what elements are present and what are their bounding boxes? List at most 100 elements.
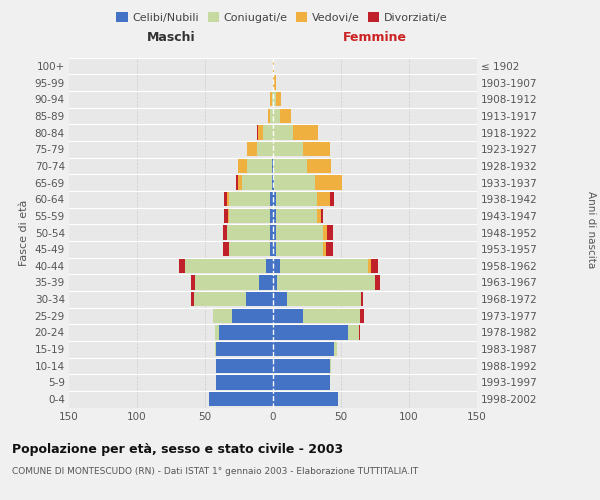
Bar [247,159,272,173]
Bar [227,226,270,239]
Bar [216,359,273,373]
Bar [326,242,333,256]
Bar [371,259,378,273]
Bar [320,209,323,223]
Bar [268,109,270,123]
Bar [229,192,270,206]
Text: Popolazione per età, sesso e stato civile - 2003: Popolazione per età, sesso e stato civil… [12,442,343,456]
Bar [215,342,216,356]
Bar [272,176,273,190]
Bar [303,142,330,156]
Bar [191,276,196,289]
Bar [273,142,303,156]
Bar [270,109,273,123]
Bar [257,126,258,140]
Bar [323,226,328,239]
Bar [273,159,307,173]
Bar [273,176,274,190]
Text: COMUNE DI MONTESCUDO (RN) - Dati ISTAT 1° gennaio 2003 - Elaborazione TUTTITALIA: COMUNE DI MONTESCUDO (RN) - Dati ISTAT 1… [12,468,418,476]
Bar [273,259,280,273]
Bar [232,309,273,323]
Bar [334,342,337,356]
Bar [273,76,276,90]
Bar [272,92,273,106]
Bar [215,326,218,340]
Bar [263,126,273,140]
Bar [270,242,273,256]
Bar [293,126,318,140]
Bar [274,176,315,190]
Bar [273,292,287,306]
Bar [273,392,338,406]
Bar [272,159,273,173]
Bar [246,292,273,306]
Bar [216,376,273,390]
Bar [273,242,276,256]
Text: Maschi: Maschi [146,31,196,44]
Bar [229,242,270,256]
Bar [209,392,273,406]
Bar [317,209,320,223]
Bar [191,292,194,306]
Bar [258,126,263,140]
Bar [359,326,360,340]
Bar [273,92,276,106]
Bar [273,342,334,356]
Bar [375,276,380,289]
Bar [247,142,257,156]
Bar [218,326,273,340]
Bar [280,259,368,273]
Bar [224,192,227,206]
Bar [266,259,273,273]
Text: Anni di nascita: Anni di nascita [586,192,596,268]
Bar [277,276,375,289]
Bar [323,242,326,256]
Bar [273,209,276,223]
Bar [196,276,259,289]
Bar [224,209,228,223]
Bar [223,242,229,256]
Bar [273,376,330,390]
Bar [287,292,361,306]
Bar [213,309,232,323]
Bar [276,226,323,239]
Bar [216,342,273,356]
Bar [238,159,247,173]
Bar [368,259,371,273]
Bar [223,226,227,239]
Legend: Celibi/Nubili, Coniugati/e, Vedovi/e, Divorziati/e: Celibi/Nubili, Coniugati/e, Vedovi/e, Di… [112,8,452,28]
Bar [280,109,290,123]
Bar [270,209,273,223]
Bar [307,159,331,173]
Bar [276,242,323,256]
Bar [242,176,272,190]
Bar [273,326,348,340]
Bar [361,292,363,306]
Bar [273,359,330,373]
Bar [273,109,280,123]
Bar [257,142,273,156]
Bar [348,326,359,340]
Bar [227,192,229,206]
Bar [303,309,360,323]
Bar [228,209,229,223]
Bar [236,176,238,190]
Bar [185,259,266,273]
Bar [229,209,270,223]
Y-axis label: Fasce di età: Fasce di età [19,200,29,266]
Bar [179,259,185,273]
Bar [273,59,274,73]
Bar [270,92,272,106]
Bar [270,192,273,206]
Bar [273,126,293,140]
Bar [273,276,277,289]
Bar [273,192,276,206]
Bar [259,276,273,289]
Bar [360,309,364,323]
Bar [330,192,334,206]
Bar [276,92,281,106]
Bar [276,209,317,223]
Bar [330,359,331,373]
Bar [270,226,273,239]
Text: Femmine: Femmine [343,31,407,44]
